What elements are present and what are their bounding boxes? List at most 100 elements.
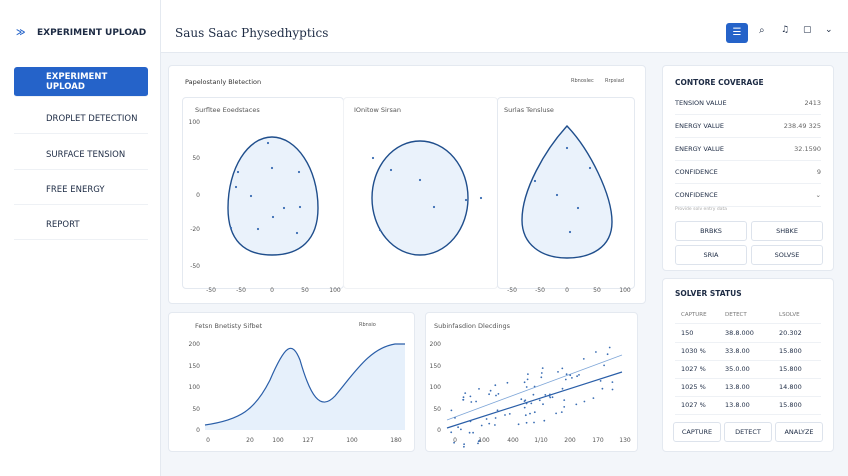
- decor-dot: [389, 168, 393, 172]
- decor-dot: [418, 178, 422, 182]
- control[interactable]: Rbnoslec: [571, 78, 594, 84]
- nav-item[interactable]: SURFACE TENSION: [14, 140, 148, 170]
- decor-dot: [542, 403, 544, 406]
- decor-dot: [504, 414, 506, 416]
- table-header: CAPTURE DETECT LSOLVE: [675, 307, 821, 324]
- decor-dot: [611, 388, 614, 391]
- decor-dot: [494, 424, 496, 426]
- x-tick-label: 0: [453, 437, 457, 444]
- decor-dot: [526, 378, 529, 381]
- solver-card: SOLVER STATUS CAPTURE DETECT LSOLVE 150 38.8…: [662, 278, 834, 452]
- decor-dot: [571, 377, 573, 379]
- nav-item[interactable]: DROPLET DETECTION: [14, 104, 148, 134]
- trend-line: [446, 371, 623, 429]
- decor-dot: [564, 378, 567, 381]
- decor-dot: [595, 351, 597, 353]
- bell-icon[interactable]: ♫: [781, 25, 790, 35]
- x-tick-label: 400: [507, 437, 519, 444]
- decor-dot: [236, 170, 240, 174]
- y-tick-label: 200: [189, 341, 201, 348]
- menu-button[interactable]: ☰: [726, 23, 748, 43]
- x-tick-label: 0: [565, 287, 569, 294]
- table-cell: 13.8.00: [725, 401, 750, 409]
- logo: ≫: [16, 28, 26, 38]
- row-label: TENSION VALUE: [675, 99, 727, 107]
- decor-dot: [495, 394, 497, 397]
- decor-dot: [533, 179, 537, 183]
- decor-dot: [457, 426, 459, 429]
- chevron[interactable]: ⌄: [825, 25, 833, 35]
- decor-dot: [488, 422, 491, 425]
- y-tick-label: 150: [430, 363, 442, 370]
- decor-dot: [497, 393, 500, 395]
- x-tick-label: 0: [270, 287, 274, 294]
- nav-item[interactable]: REPORT: [14, 210, 148, 240]
- decor-dot: [249, 194, 253, 198]
- decor-dot: [475, 400, 477, 403]
- control[interactable]: Rrpsiad: [605, 78, 624, 84]
- decor-dot: [549, 396, 552, 399]
- row-value: 32.1590: [794, 145, 821, 153]
- table-cell: 15.800: [779, 347, 802, 355]
- decor-dot: [525, 386, 528, 388]
- decor-dot: [524, 414, 527, 417]
- decor-dot: [532, 393, 535, 396]
- table-cell: 1030 %: [681, 347, 706, 355]
- decor-dot: [298, 205, 302, 209]
- table-cell: 13.8.00: [725, 383, 750, 391]
- decor-dot: [496, 409, 499, 412]
- droplets: [227, 124, 613, 259]
- card-title: CONTORE COVERAGE: [675, 78, 764, 87]
- decor-dot: [575, 403, 578, 406]
- decor-dot: [256, 227, 260, 231]
- decor-dot: [378, 228, 382, 232]
- card-title: Fetsn Bnetisty Sifbet: [195, 322, 263, 330]
- table-cell: LSOLVE: [779, 312, 800, 318]
- decor-dot: [563, 406, 566, 408]
- value-row: CONFIDENCE 9: [675, 161, 821, 184]
- nav-item[interactable]: FREE ENERGY: [14, 175, 148, 205]
- option-button[interactable]: SHBKE: [751, 221, 823, 241]
- control[interactable]: Rbnsio: [359, 322, 376, 328]
- action-button[interactable]: ANALYZE: [775, 422, 823, 442]
- table-cell: 15.800: [779, 365, 802, 373]
- decor-dot: [480, 424, 483, 427]
- x-tick-label: 100: [329, 287, 341, 294]
- decor-dot: [520, 398, 523, 401]
- coverage-card: CONTORE COVERAGE TENSION VALUE 2413 ENERGY…: [662, 65, 834, 271]
- decor-dot: [540, 372, 543, 374]
- decor-dot: [488, 393, 490, 396]
- table-cell: CAPTURE: [681, 312, 707, 318]
- value-row: CONFIDENCE ⌄: [675, 184, 821, 207]
- y-tick-label: 100: [430, 384, 442, 391]
- decor-dot: [576, 206, 580, 210]
- sidebar: ≫ EXPERIMENT UPLOAD EXPERIMENT UPLOAD DR…: [0, 0, 161, 476]
- droplet: [521, 124, 613, 259]
- decor-dot: [479, 196, 483, 200]
- option-button[interactable]: SOLVSE: [751, 245, 823, 265]
- decor-dot: [463, 443, 465, 446]
- table-cell: 38.8.000: [725, 329, 754, 337]
- decor-dot: [271, 215, 275, 219]
- option-button[interactable]: BRBKS: [675, 221, 747, 241]
- decor-dot: [561, 367, 564, 370]
- window-icon[interactable]: ▢: [803, 25, 812, 35]
- row-label: ENERGY VALUE: [675, 122, 724, 130]
- decor-dot: [576, 375, 578, 378]
- action-button[interactable]: DETECT: [724, 422, 772, 442]
- table-cell: 1025 %: [681, 383, 706, 391]
- search-icon[interactable]: ⌕: [759, 25, 765, 36]
- topbar: Saus Saac Physedhyptics ☰ ⌕ ♫ ▢ ⌄: [161, 0, 848, 53]
- decor-dot: [266, 141, 270, 145]
- decor-dot: [506, 381, 509, 384]
- nav-item[interactable]: EXPERIMENT UPLOAD: [14, 67, 148, 97]
- decor-dot: [608, 346, 611, 349]
- decor-dot: [477, 442, 479, 445]
- option-button[interactable]: SRIA: [675, 245, 747, 265]
- decor-dot: [599, 380, 602, 382]
- x-tick-label: 100: [478, 437, 490, 444]
- decor-dot: [551, 396, 554, 399]
- decor-dot: [295, 231, 299, 235]
- decor-dot: [464, 392, 467, 394]
- action-button[interactable]: CAPTURE: [673, 422, 721, 442]
